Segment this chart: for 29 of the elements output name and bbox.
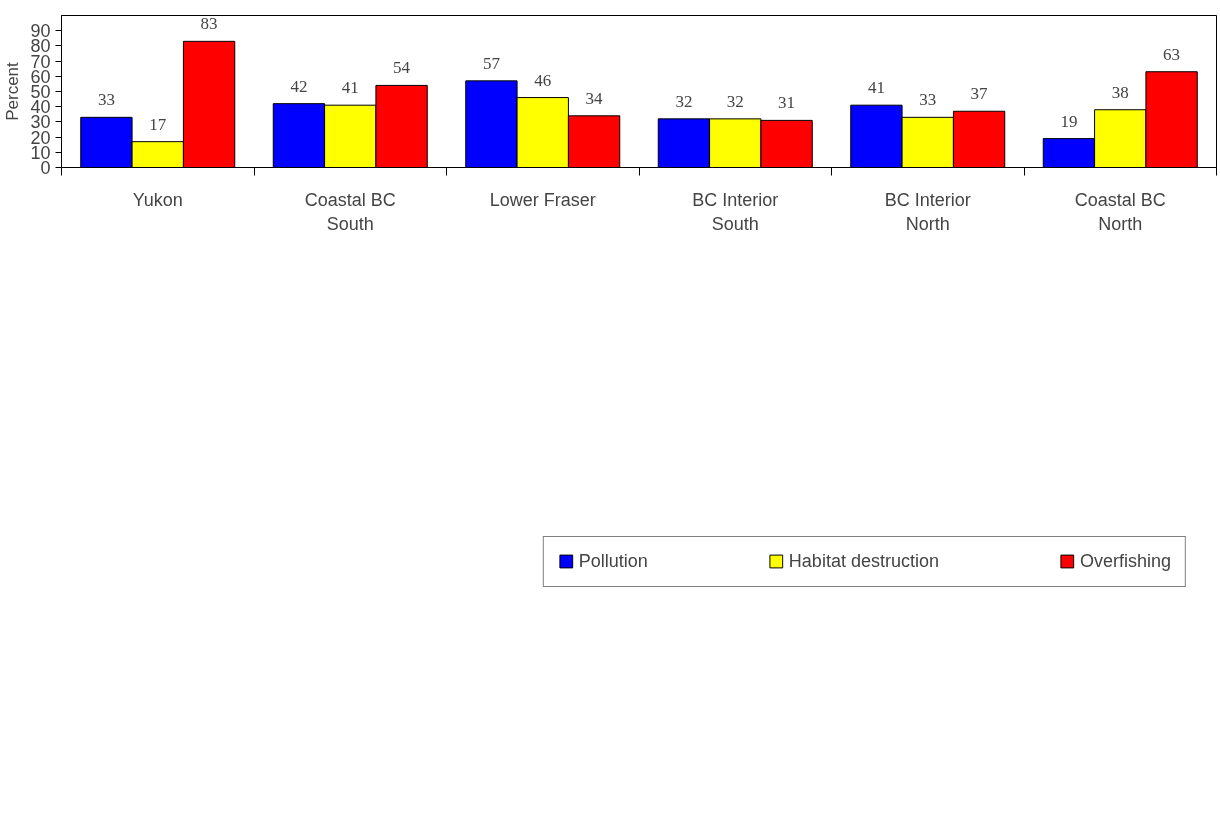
data-label: 41 [867, 78, 885, 98]
x-tick-label: BC Interior South [692, 189, 779, 234]
data-label: 33 [919, 90, 937, 110]
legend-label: Habitat destruction [788, 550, 939, 572]
legend-label: Pollution [578, 550, 648, 572]
x-tick-label: Coastal BC North [1074, 189, 1166, 234]
data-label: 42 [290, 76, 308, 96]
data-label: 54 [393, 58, 411, 78]
legend-label: Overfishing [1079, 550, 1171, 572]
data-label: 46 [534, 70, 552, 90]
x-tick-label: Coastal BC South [304, 189, 396, 234]
data-label: 38 [1111, 82, 1129, 102]
y-axis-title: Percent [3, 61, 23, 121]
data-label: 17 [149, 114, 167, 134]
data-label: 57 [482, 53, 501, 73]
data-label: 33 [97, 90, 115, 110]
data-label: 31 [778, 93, 796, 113]
data-label: 34 [585, 88, 604, 108]
data-label: 32 [675, 91, 693, 111]
x-tick-label: BC Interior North [884, 189, 971, 234]
data-label: 41 [341, 78, 359, 98]
data-label: 32 [726, 91, 744, 111]
data-label: 37 [970, 84, 989, 104]
y-tick-label: 0 [40, 158, 51, 178]
data-label: 19 [1060, 111, 1078, 131]
data-label: 63 [1163, 44, 1181, 64]
data-label: 83 [200, 14, 218, 34]
x-tick-label: Yukon [132, 189, 183, 210]
x-tick-label: Lower Fraser [489, 189, 596, 210]
